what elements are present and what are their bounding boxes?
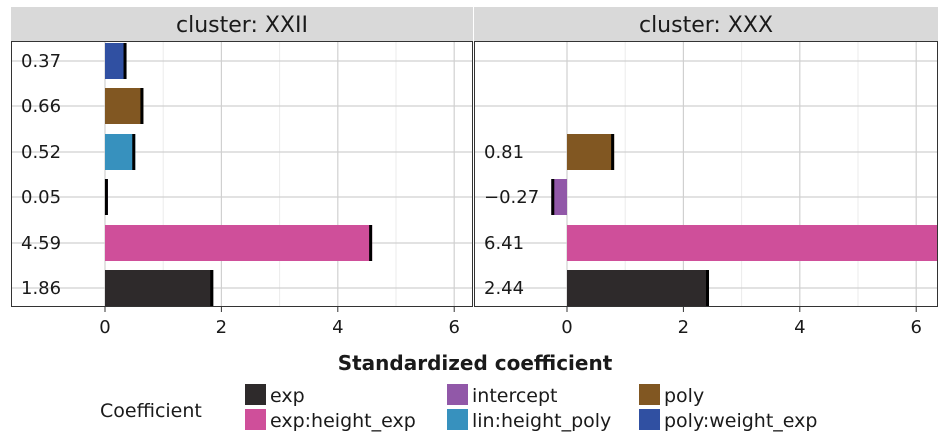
legend-swatch	[639, 384, 660, 405]
facet-panel-2: cluster: XXX 0.81 −0.27 6.41 2.44 0 2 4 6	[474, 7, 938, 338]
x-tick-label: 0	[561, 317, 572, 338]
facet-strip-label: cluster: XXII	[176, 13, 308, 38]
legend-label: exp	[270, 385, 305, 407]
legend-swatch	[447, 409, 468, 430]
bar	[551, 179, 567, 215]
legend-item: exp:height_exp	[245, 409, 416, 432]
bar	[567, 225, 938, 261]
facet-panel-1: cluster: XXII 0.37 0.66 0.52 0.05 4.59 1.86 0 2 4…	[11, 7, 473, 338]
plot-background	[11, 41, 473, 307]
legend-item: intercept	[447, 384, 558, 407]
legend-label: exp:height_exp	[270, 410, 416, 432]
bar	[105, 270, 214, 306]
facet-strip-label: cluster: XXX	[639, 13, 773, 38]
legend: Coefficient exp exp:height_exp intercept lin…	[100, 384, 817, 432]
legend-label: poly	[664, 385, 704, 407]
x-tick-label: 4	[794, 317, 805, 338]
bar-value-label: 4.59	[21, 233, 61, 254]
legend-label: poly:weight_exp	[664, 410, 817, 432]
bar-value-label: 0.37	[21, 51, 61, 72]
x-tick-label: 6	[910, 317, 921, 338]
facet-strip	[11, 7, 473, 41]
bar-value-label: 0.81	[484, 142, 524, 163]
bar-end-cap	[132, 134, 136, 170]
bar-end-cap	[551, 179, 555, 215]
legend-swatch	[639, 409, 660, 430]
bar-value-label: 6.41	[484, 233, 524, 254]
x-tick-label: 0	[99, 317, 110, 338]
panel-border	[11, 41, 473, 307]
bar	[105, 225, 373, 261]
x-tick-label: 4	[332, 317, 343, 338]
facet-strip	[474, 7, 938, 41]
bar-value-label: −0.27	[484, 187, 539, 208]
bar-end-cap	[210, 270, 214, 306]
bar-value-label: 1.86	[21, 278, 61, 299]
bar	[105, 88, 144, 124]
legend-item: lin:height_poly	[447, 409, 611, 432]
x-tick-label: 2	[216, 317, 227, 338]
bar	[105, 43, 127, 79]
legend-item: poly	[639, 384, 704, 407]
x-tick-label: 6	[448, 317, 459, 338]
legend-label: lin:height_poly	[472, 410, 611, 432]
bar-value-label: 0.05	[21, 187, 61, 208]
plot-background	[474, 41, 938, 307]
bar-end-cap	[706, 270, 710, 306]
bar-value-label: 0.66	[21, 96, 61, 117]
bar-value-label: 2.44	[484, 278, 524, 299]
bar	[567, 270, 710, 306]
legend-title: Coefficient	[100, 400, 202, 422]
bar-value-label: 0.52	[21, 142, 61, 163]
legend-swatch	[245, 409, 266, 430]
bar-end-cap	[104, 179, 108, 215]
legend-swatch	[245, 384, 266, 405]
bar-end-cap	[123, 43, 127, 79]
x-tick-label: 2	[678, 317, 689, 338]
legend-item: poly:weight_exp	[639, 409, 817, 432]
x-axis-title: Standardized coefficient	[338, 351, 613, 375]
legend-label: intercept	[472, 385, 558, 407]
bar	[105, 134, 136, 170]
bar-end-cap	[611, 134, 615, 170]
bar-end-cap	[369, 225, 373, 261]
legend-swatch	[447, 384, 468, 405]
legend-item: exp	[245, 384, 305, 407]
bar-end-cap	[140, 88, 144, 124]
bar	[567, 134, 615, 170]
panel-border	[474, 41, 938, 307]
